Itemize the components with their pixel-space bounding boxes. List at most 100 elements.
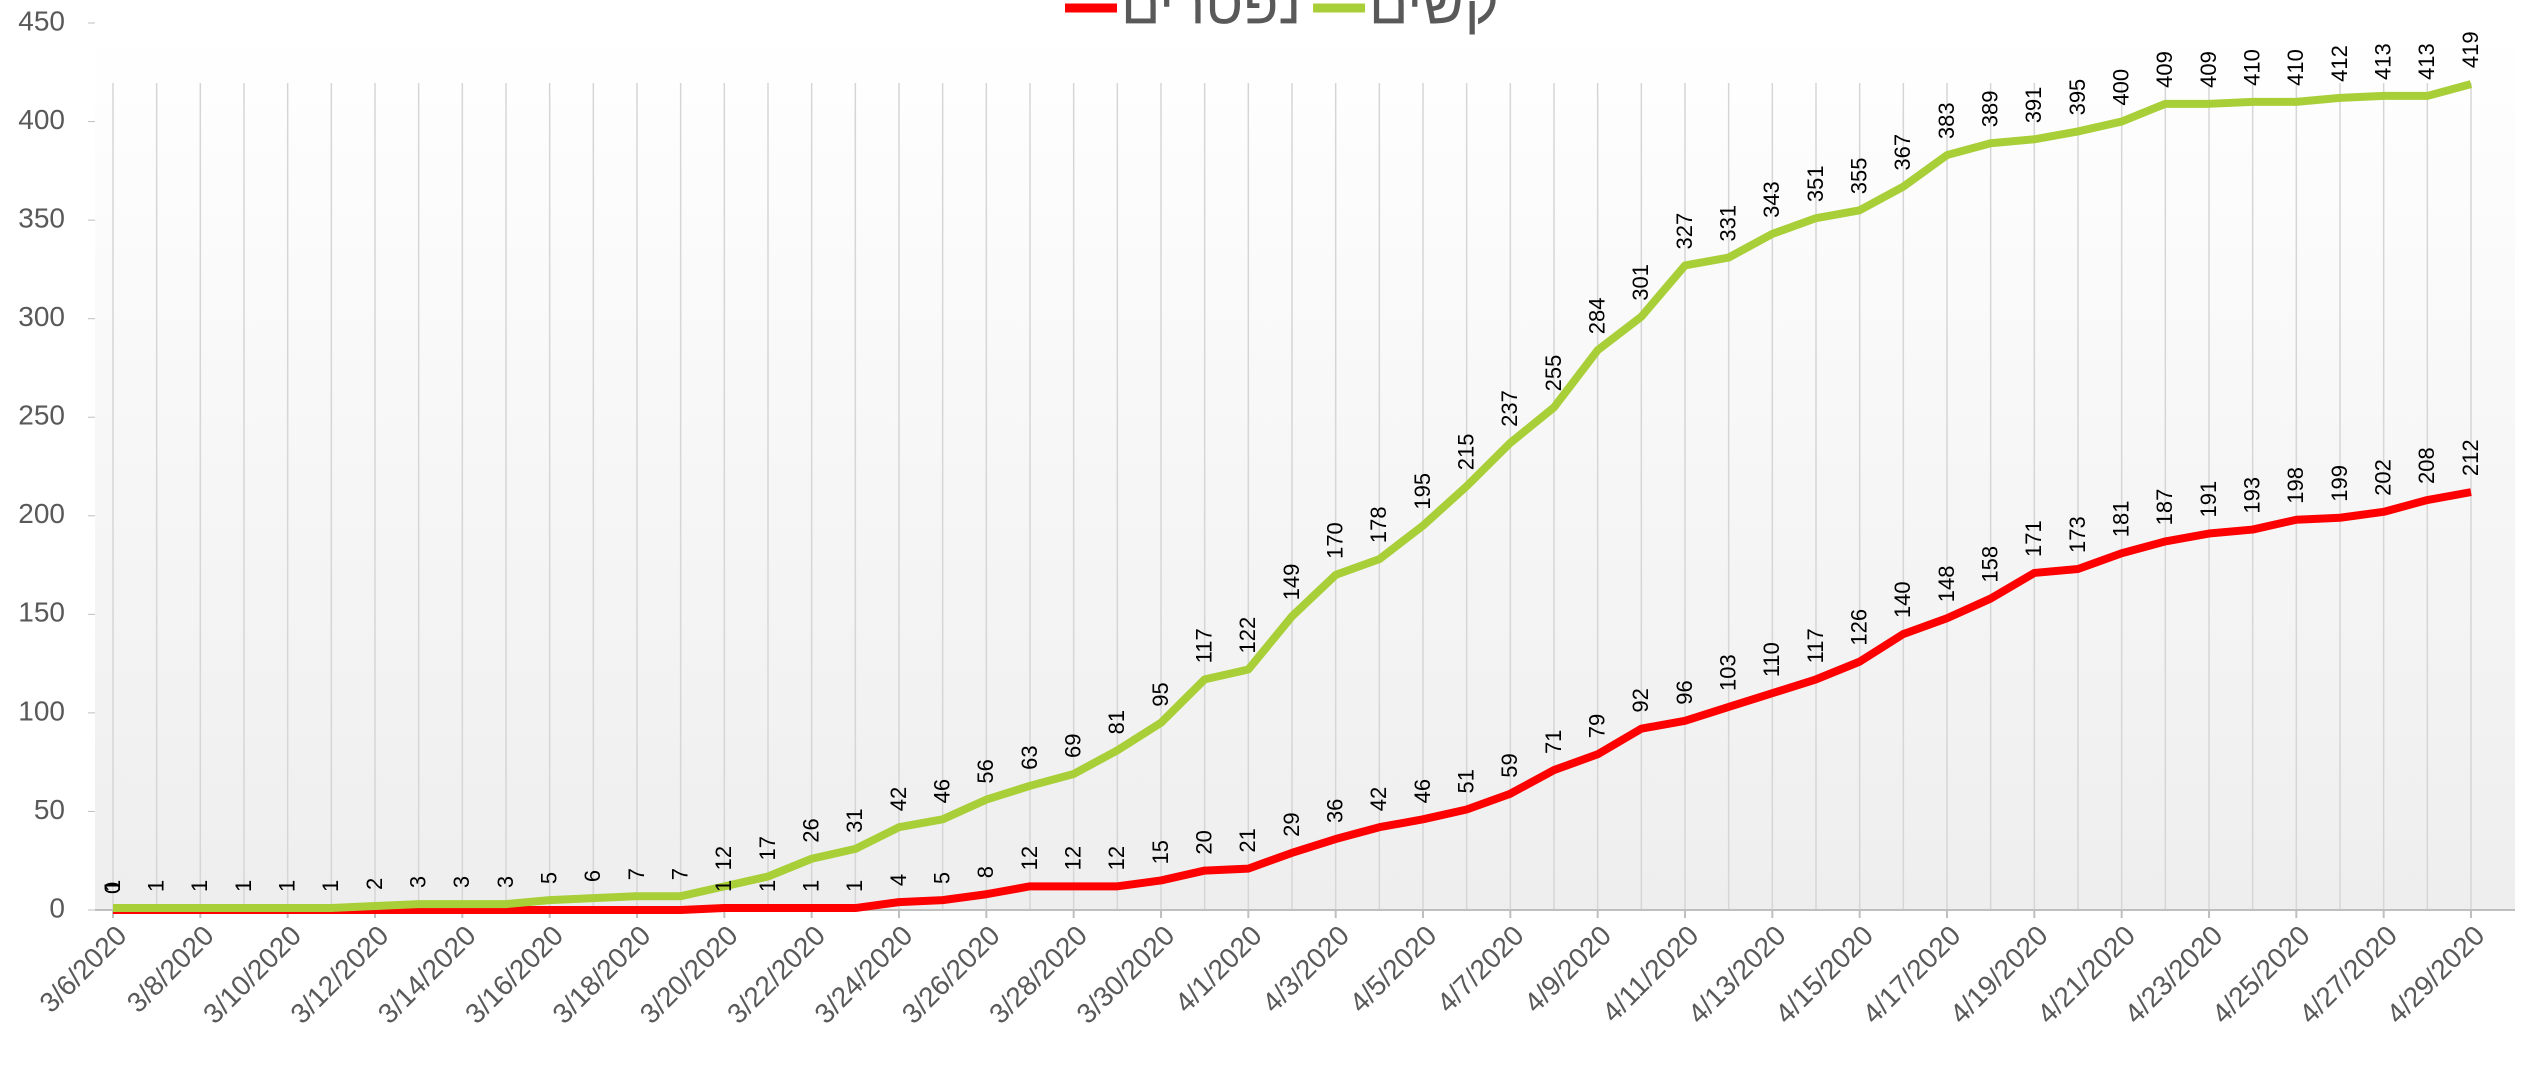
data-label: 191 xyxy=(2196,481,2221,518)
legend-label: קשים xyxy=(1369,0,1499,36)
data-label: 395 xyxy=(2065,79,2090,116)
data-label: 31 xyxy=(842,808,867,832)
data-label: 170 xyxy=(1322,522,1347,559)
data-label: 69 xyxy=(1060,734,1085,758)
data-label: 110 xyxy=(1759,642,1784,677)
data-label: 202 xyxy=(2370,459,2395,496)
data-label: 42 xyxy=(1366,787,1391,811)
y-tick-label: 300 xyxy=(18,301,65,332)
data-label: 383 xyxy=(1934,102,1959,139)
y-tick-label: 250 xyxy=(18,400,65,431)
data-label: 0 xyxy=(100,882,125,894)
data-label: 42 xyxy=(886,787,911,811)
data-label: 140 xyxy=(1890,581,1915,618)
data-label: 171 xyxy=(2021,520,2046,557)
data-label: 103 xyxy=(1715,654,1740,691)
data-label: 51 xyxy=(1453,769,1478,793)
data-label: 412 xyxy=(2327,45,2352,82)
data-label: 12 xyxy=(1017,846,1042,870)
y-tick-label: 0 xyxy=(49,892,65,923)
x-tick-label: 4/7/2020 xyxy=(1431,920,1530,1019)
data-label: 419 xyxy=(2458,31,2483,68)
data-label: 1 xyxy=(318,880,343,892)
data-label: 7 xyxy=(624,868,649,880)
data-label: 5 xyxy=(536,872,561,884)
data-label: 1 xyxy=(100,880,125,892)
data-label: 15 xyxy=(1148,840,1173,864)
data-label: 1 xyxy=(187,880,212,892)
data-label: 193 xyxy=(2239,477,2264,514)
y-tick-label: 200 xyxy=(18,498,65,529)
data-label: 36 xyxy=(1322,799,1347,823)
y-tick-label: 50 xyxy=(34,794,65,825)
data-label: 79 xyxy=(1584,714,1609,738)
data-label: 81 xyxy=(1104,710,1129,734)
data-label: 355 xyxy=(1846,158,1871,195)
y-tick-label: 100 xyxy=(18,695,65,726)
data-label: 12 xyxy=(1060,846,1085,870)
data-label: 331 xyxy=(1715,205,1740,242)
data-label: 173 xyxy=(2065,516,2090,553)
data-label: 63 xyxy=(1017,745,1042,769)
x-tick-label: 4/1/2020 xyxy=(1169,920,1268,1019)
legend-label: נפטרים xyxy=(1121,0,1301,36)
data-label: 149 xyxy=(1279,564,1304,601)
data-label: 12 xyxy=(711,846,736,870)
data-label: 20 xyxy=(1191,830,1216,854)
data-label: 409 xyxy=(2152,51,2177,88)
data-label: 3 xyxy=(405,876,430,888)
data-label: 1 xyxy=(274,880,299,892)
series-line xyxy=(113,488,2472,914)
data-label: 1 xyxy=(143,880,168,892)
data-label: 26 xyxy=(798,818,823,842)
y-tick-label: 350 xyxy=(18,203,65,234)
data-label: 4 xyxy=(886,874,911,886)
x-tick-label: 3/6/2020 xyxy=(33,920,132,1019)
data-label: 29 xyxy=(1279,812,1304,836)
data-label: 5 xyxy=(929,872,954,884)
data-label: 56 xyxy=(973,759,998,783)
data-label: 327 xyxy=(1672,213,1697,250)
data-label: 237 xyxy=(1497,390,1522,427)
data-label: 410 xyxy=(2283,49,2308,86)
data-label: 187 xyxy=(2152,489,2177,526)
data-label: 1 xyxy=(798,880,823,892)
data-label: 6 xyxy=(580,870,605,882)
data-label: 181 xyxy=(2108,501,2133,538)
data-label: 7 xyxy=(667,868,692,880)
data-label: 2 xyxy=(362,878,387,890)
data-label: 400 xyxy=(2108,69,2133,106)
data-label: 117 xyxy=(1803,628,1828,663)
data-label: 351 xyxy=(1803,165,1828,202)
data-label: 410 xyxy=(2239,49,2264,86)
data-label: 1 xyxy=(842,880,867,892)
data-label: 122 xyxy=(1235,617,1260,654)
data-label: 413 xyxy=(2414,43,2439,80)
data-label: 198 xyxy=(2283,467,2308,504)
data-label: 195 xyxy=(1410,473,1435,510)
data-label: 178 xyxy=(1366,506,1391,543)
data-label: 158 xyxy=(1977,546,2002,583)
x-tick-label: 4/3/2020 xyxy=(1256,920,1355,1019)
data-label: 17 xyxy=(755,836,780,860)
data-label: 212 xyxy=(2458,439,2483,476)
data-label: 1 xyxy=(231,880,256,892)
data-label: 96 xyxy=(1672,680,1697,704)
data-label: 21 xyxy=(1235,828,1260,852)
data-label: 199 xyxy=(2327,465,2352,502)
series-line xyxy=(113,80,2473,913)
data-label: 8 xyxy=(973,866,998,878)
data-label: 389 xyxy=(1977,91,2002,128)
data-label: 148 xyxy=(1934,566,1959,603)
data-label: 92 xyxy=(1628,688,1653,712)
data-label: 12 xyxy=(1104,846,1129,870)
y-tick-label: 450 xyxy=(18,5,65,36)
data-label: 367 xyxy=(1890,134,1915,171)
data-label: 284 xyxy=(1584,297,1609,334)
data-label: 215 xyxy=(1453,433,1478,470)
data-label: 301 xyxy=(1628,264,1653,301)
data-label: 391 xyxy=(2021,87,2046,124)
data-label: 343 xyxy=(1759,181,1784,218)
data-label: 208 xyxy=(2414,447,2439,484)
